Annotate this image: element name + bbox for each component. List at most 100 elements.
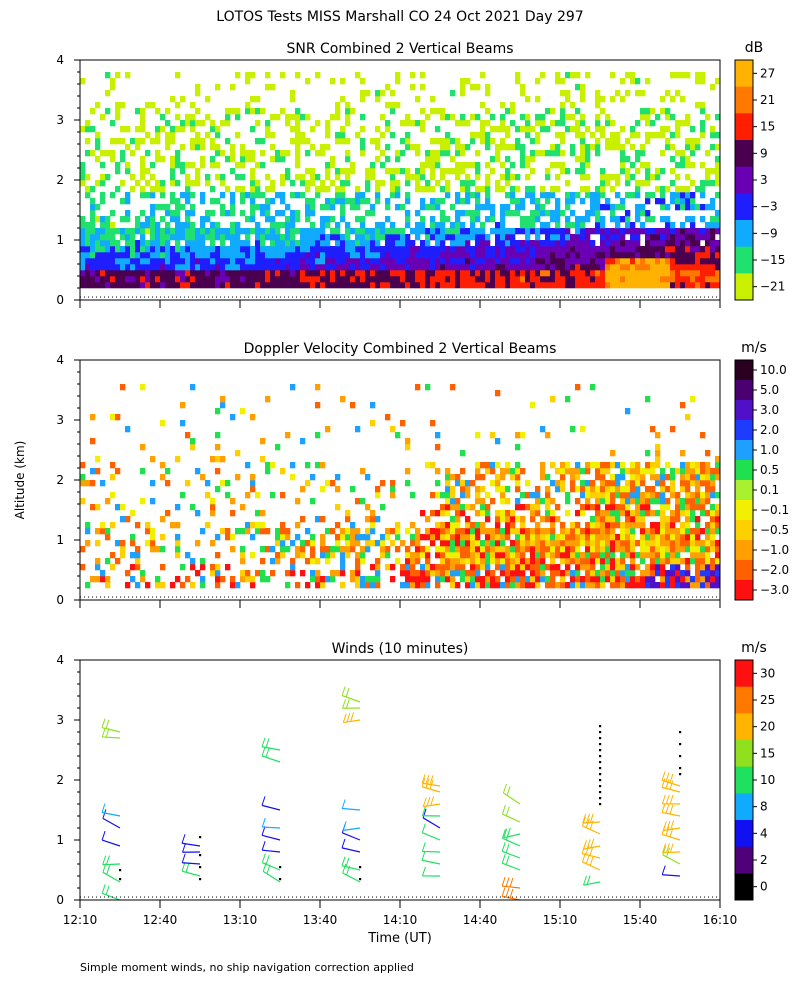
- doppler-cell: [510, 582, 516, 589]
- doppler-cell: [695, 534, 701, 541]
- doppler-cell: [535, 570, 541, 577]
- doppler-cell: [95, 456, 101, 463]
- snr-cell: [615, 258, 621, 265]
- doppler-cell: [650, 468, 656, 475]
- doppler-cell: [610, 480, 616, 487]
- snr-cell: [340, 138, 346, 145]
- snr-cell: [645, 120, 651, 127]
- colorbar-swatch: [735, 560, 753, 581]
- doppler-cell: [630, 570, 636, 577]
- doppler-cell: [440, 528, 446, 535]
- doppler-cell: [120, 384, 126, 391]
- doppler-cell: [140, 444, 146, 451]
- snr-cell: [305, 138, 311, 145]
- snr-cell: [480, 228, 486, 235]
- snr-cell: [455, 216, 461, 223]
- snr-cell: [650, 132, 656, 139]
- doppler-cell: [565, 552, 571, 559]
- snr-cell: [175, 216, 181, 223]
- snr-cell: [560, 210, 566, 217]
- snr-cell: [490, 126, 496, 133]
- snr-cell: [190, 276, 196, 283]
- snr-cell: [355, 198, 361, 205]
- snr-cell: [590, 228, 596, 235]
- snr-cell: [705, 252, 711, 259]
- snr-cell: [675, 120, 681, 127]
- snr-cell: [420, 264, 426, 271]
- snr-cell: [350, 282, 356, 289]
- doppler-cell: [600, 468, 606, 475]
- snr-cell: [160, 234, 166, 241]
- snr-cell: [400, 204, 406, 211]
- doppler-cell: [670, 570, 676, 577]
- snr-cell: [710, 246, 716, 253]
- snr-cell: [545, 240, 551, 247]
- snr-cell: [490, 156, 496, 163]
- doppler-cell: [710, 492, 716, 499]
- doppler-cell: [710, 558, 716, 565]
- snr-cell: [170, 174, 176, 181]
- doppler-cell: [705, 498, 711, 505]
- y-tick-label: 3: [56, 413, 64, 427]
- doppler-cell: [360, 582, 366, 589]
- doppler-cell: [680, 570, 686, 577]
- snr-cell: [560, 234, 566, 241]
- snr-cell: [100, 222, 106, 229]
- doppler-cell: [435, 570, 441, 577]
- doppler-cell: [360, 498, 366, 505]
- snr-cell: [530, 186, 536, 193]
- snr-cell: [690, 126, 696, 133]
- snr-cell: [555, 198, 561, 205]
- snr-cell: [105, 72, 111, 79]
- doppler-cell: [595, 570, 601, 577]
- snr-cell: [80, 246, 86, 253]
- snr-cell: [550, 150, 556, 157]
- snr-cell: [330, 228, 336, 235]
- snr-cell: [650, 282, 656, 289]
- doppler-cell: [585, 540, 591, 547]
- snr-cell: [620, 168, 626, 175]
- snr-cell: [450, 276, 456, 283]
- snr-cell: [170, 234, 176, 241]
- wind-barb-feather: [670, 820, 675, 830]
- snr-cell: [500, 174, 506, 181]
- doppler-cell: [285, 546, 291, 553]
- snr-cell: [465, 174, 471, 181]
- doppler-cell: [525, 564, 531, 571]
- doppler-cell: [525, 504, 531, 511]
- snr-cell: [560, 150, 566, 157]
- snr-cell: [280, 276, 286, 283]
- doppler-cell: [610, 486, 616, 493]
- snr-cell: [85, 246, 91, 253]
- snr-cell: [375, 270, 381, 277]
- snr-cell: [310, 258, 316, 265]
- doppler-cell: [495, 480, 501, 487]
- snr-cell: [495, 246, 501, 253]
- doppler-cell: [375, 576, 381, 583]
- doppler-cell: [120, 504, 126, 511]
- snr-cell: [455, 150, 461, 157]
- doppler-cell: [90, 438, 96, 445]
- snr-cell: [120, 234, 126, 241]
- snr-cell: [420, 258, 426, 265]
- snr-cell: [700, 234, 706, 241]
- snr-cell: [400, 150, 406, 157]
- doppler-cell: [530, 552, 536, 559]
- doppler-cell: [670, 468, 676, 475]
- snr-cell: [355, 240, 361, 247]
- doppler-cell: [665, 552, 671, 559]
- snr-cell: [565, 252, 571, 259]
- doppler-cell: [645, 546, 651, 553]
- snr-cell: [260, 210, 266, 217]
- snr-cell: [505, 246, 511, 253]
- doppler-cell: [420, 534, 426, 541]
- doppler-cell: [320, 516, 326, 523]
- snr-cell: [500, 114, 506, 121]
- doppler-cell: [545, 498, 551, 505]
- snr-cell: [560, 246, 566, 253]
- snr-cell: [715, 144, 720, 151]
- snr-cell: [250, 264, 256, 271]
- snr-cell: [495, 258, 501, 265]
- doppler-cell: [465, 558, 471, 565]
